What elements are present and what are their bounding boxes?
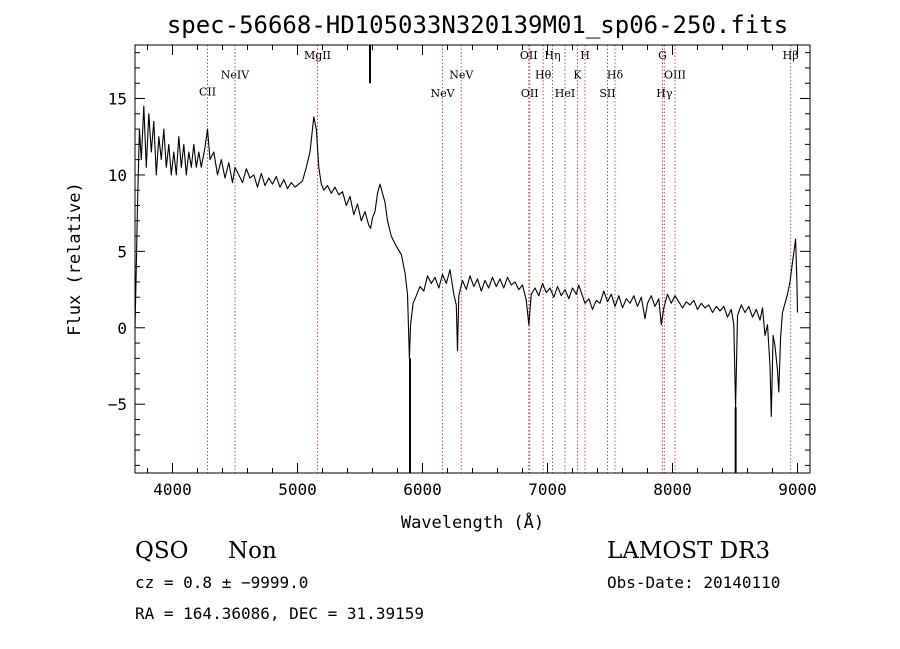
line-marker-label: OII [520, 49, 538, 62]
spectrum-series-line [134, 105, 799, 417]
x-axis-label: Wavelength (Å) [401, 511, 544, 533]
subclass-label: Non [228, 538, 277, 564]
line-marker-label: K [573, 69, 582, 82]
class-label: QSO [135, 538, 189, 564]
line-marker-label: NeIV [221, 69, 250, 82]
survey-label: LAMOST DR3 [607, 538, 771, 564]
line-marker-label: Hβ [783, 49, 799, 62]
x-tick-label: 7000 [528, 480, 567, 499]
x-tick-label: 5000 [278, 480, 317, 499]
line-marker-label: Hδ [607, 69, 624, 82]
plot-frame [134, 44, 811, 474]
obs-date: Obs-Date: 20140110 [607, 573, 781, 592]
line-marker-label: NeV [430, 87, 455, 100]
x-tick-label: 4000 [153, 480, 192, 499]
line-marker-label: OIII [664, 69, 686, 82]
chart-title: spec-56668-HD105033N320139M01_sp06-250.f… [167, 11, 788, 39]
line-marker-label: Hθ [535, 69, 552, 82]
y-axis-label: Flux (relative) [65, 182, 85, 336]
y-tick-label: 10 [108, 166, 127, 185]
line-marker-label: NeV [449, 69, 474, 82]
line-marker-label: H [580, 49, 590, 62]
coordinates-readout: RA = 164.36086, DEC = 31.39159 [135, 604, 424, 623]
y-tick-label: 0 [117, 319, 127, 338]
line-marker-label: Hγ [656, 87, 673, 100]
x-tick-label: 8000 [653, 480, 692, 499]
y-tick-label: −5 [108, 395, 127, 414]
line-marker-label: SII [599, 87, 615, 100]
redshift-readout: cz = 0.8 ± −9999.0 [135, 573, 309, 592]
y-tick-label: 15 [108, 90, 127, 109]
y-tick-label: 5 [117, 242, 127, 261]
line-marker-label: G [658, 49, 667, 62]
line-marker-label: Hη [544, 49, 560, 62]
line-marker-label: OII [521, 87, 539, 100]
x-tick-label: 9000 [778, 480, 817, 499]
line-marker-label: HeI [555, 87, 575, 100]
x-tick-label: 6000 [403, 480, 442, 499]
line-marker-label: MgII [304, 49, 331, 62]
line-marker-label: CII [199, 85, 216, 98]
